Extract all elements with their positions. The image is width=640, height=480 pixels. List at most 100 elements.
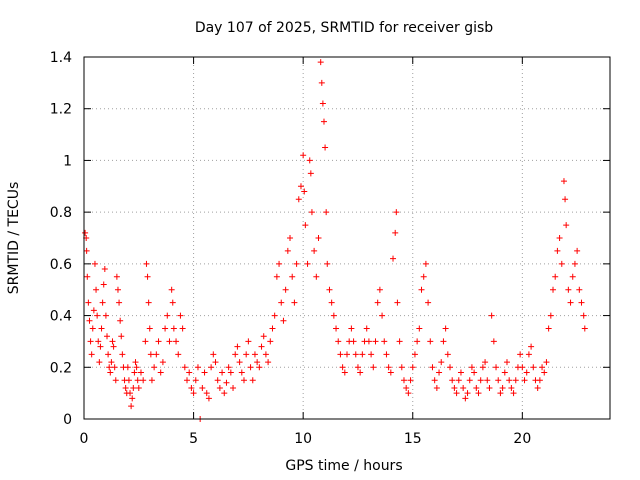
data-point <box>95 338 102 345</box>
data-point <box>422 260 429 267</box>
y-tick-label: 1.2 <box>50 102 72 118</box>
data-point <box>436 369 443 376</box>
data-point <box>243 351 250 358</box>
data-point <box>203 390 210 397</box>
data-point <box>525 351 532 358</box>
data-point <box>125 377 132 384</box>
data-point <box>105 351 112 358</box>
y-tick-label: 0.8 <box>50 205 72 221</box>
data-point <box>322 144 329 151</box>
data-point <box>127 390 134 397</box>
data-point <box>116 299 123 306</box>
data-point <box>87 338 94 345</box>
data-point <box>387 369 394 376</box>
data-point <box>539 364 546 371</box>
grid-lines <box>84 57 610 419</box>
data-point <box>523 369 530 376</box>
x-tick-label: 10 <box>294 431 312 447</box>
y-tick-label: 0.2 <box>50 360 72 376</box>
data-point <box>438 359 445 366</box>
data-point <box>359 351 366 358</box>
data-point <box>499 384 506 391</box>
data-point <box>558 260 565 267</box>
data-point <box>541 369 548 376</box>
data-point <box>223 379 230 386</box>
data-point <box>245 338 252 345</box>
data-point <box>574 247 581 254</box>
data-point <box>447 364 454 371</box>
data-point <box>372 338 379 345</box>
data-point <box>97 343 104 350</box>
data-point <box>129 395 136 402</box>
data-point <box>393 209 400 216</box>
data-point <box>109 338 116 345</box>
data-point <box>440 338 447 345</box>
data-point <box>495 377 502 384</box>
data-point <box>190 390 197 397</box>
data-point <box>517 351 524 358</box>
data-point <box>335 338 342 345</box>
data-point <box>418 286 425 293</box>
data-point <box>569 273 576 280</box>
data-point <box>84 273 91 280</box>
data-point <box>260 333 267 340</box>
data-point <box>151 364 158 371</box>
data-point <box>295 196 302 203</box>
data-point <box>192 377 199 384</box>
data-point <box>449 377 456 384</box>
data-point <box>530 364 537 371</box>
data-point <box>519 364 526 371</box>
data-point <box>170 325 177 332</box>
data-point <box>254 359 261 366</box>
data-point <box>89 325 96 332</box>
data-point <box>82 229 89 236</box>
data-point <box>311 247 318 254</box>
data-point <box>379 312 386 319</box>
data-point <box>341 369 348 376</box>
data-point <box>352 351 359 358</box>
data-point <box>444 351 451 358</box>
data-point <box>289 273 296 280</box>
data-point <box>510 390 517 397</box>
data-point <box>142 338 149 345</box>
data-point <box>545 325 552 332</box>
data-point <box>225 364 232 371</box>
data-point <box>468 364 475 371</box>
data-point <box>148 377 155 384</box>
data-point <box>140 377 147 384</box>
data-point <box>102 312 109 319</box>
data-point <box>407 377 414 384</box>
data-point <box>383 351 390 358</box>
data-point <box>111 364 118 371</box>
data-point <box>317 59 324 66</box>
data-point <box>503 359 510 366</box>
data-point <box>262 351 269 358</box>
y-tick-label: 0.4 <box>50 309 72 325</box>
data-point <box>300 152 307 159</box>
data-point <box>457 369 464 376</box>
data-point <box>466 377 473 384</box>
data-point <box>580 312 587 319</box>
data-point <box>374 299 381 306</box>
data-point <box>291 299 298 306</box>
data-point <box>128 403 135 410</box>
data-point <box>365 338 372 345</box>
data-point <box>169 299 176 306</box>
data-point <box>486 384 493 391</box>
data-point <box>350 338 357 345</box>
data-point <box>107 369 114 376</box>
data-point <box>276 260 283 267</box>
data-point <box>512 377 519 384</box>
data-point <box>455 377 462 384</box>
data-point <box>479 364 486 371</box>
data-point <box>451 384 458 391</box>
chart-title: Day 107 of 2025, SRMTID for receiver gis… <box>195 20 493 36</box>
data-point <box>550 286 557 293</box>
data-point <box>240 377 247 384</box>
data-point <box>490 338 497 345</box>
data-point <box>521 377 528 384</box>
data-point <box>405 390 412 397</box>
data-point <box>135 384 142 391</box>
data-point <box>420 273 427 280</box>
data-points <box>82 59 588 422</box>
